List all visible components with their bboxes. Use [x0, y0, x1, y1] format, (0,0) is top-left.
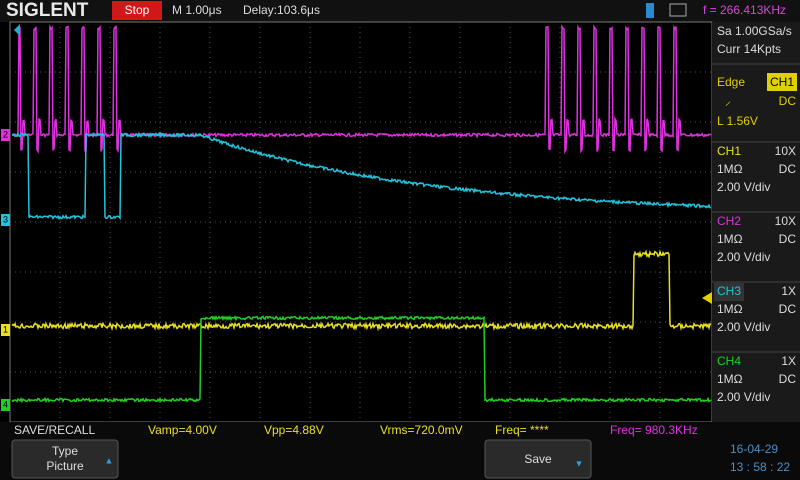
- trigger-type: Edge: [717, 75, 745, 89]
- memory-depth: Curr 14Kpts: [717, 42, 781, 56]
- channel-coupling: DC: [779, 232, 797, 246]
- channel-panel: CH1 10X 1MΩ DC 2.00 V/div CH2 10X 1MΩ DC 2.00 V/d…: [712, 141, 800, 404]
- trigger-source-box: [767, 73, 797, 91]
- channel-name: CH2: [717, 214, 741, 228]
- channel-marker: [1, 399, 10, 411]
- time: 13 : 58 : 22: [730, 460, 790, 474]
- channel-marker: [1, 324, 10, 336]
- channel-scale: 2.00 V/div: [717, 320, 770, 334]
- channel-marker-label: 3: [3, 214, 8, 224]
- softkey-value[interactable]: Picture: [46, 459, 84, 473]
- grid: [10, 22, 712, 422]
- channel-coupling: DC: [779, 302, 797, 316]
- channel-name: CH4: [717, 354, 741, 368]
- measurement: Freq= ****: [495, 423, 549, 437]
- channel-scale: 2.00 V/div: [717, 250, 770, 264]
- channel-marker-label: 1: [3, 324, 8, 334]
- bottom-bar: [0, 422, 800, 480]
- softkey-label[interactable]: Type: [52, 444, 78, 458]
- trigger-source: CH1: [770, 75, 794, 89]
- softkey-arrow: ▼: [575, 458, 584, 468]
- delay: Delay:103.6μs: [243, 3, 320, 17]
- channel-impedance: 1MΩ: [717, 372, 743, 386]
- edge-icon: ⸝: [725, 94, 731, 108]
- trigger-position: [14, 24, 20, 36]
- channel-probe: 1X: [781, 284, 796, 298]
- waveform: [11, 131, 712, 221]
- channel-probe: 1X: [781, 354, 796, 368]
- sample-rate: Sa 1.00GSa/s: [717, 24, 792, 38]
- timebase: M 1.00μs: [172, 3, 222, 17]
- network-icon: [669, 3, 687, 17]
- channel-marker: [1, 129, 10, 141]
- softkey-arrow: ▲: [105, 455, 114, 465]
- measurement: Vamp=4.00V: [148, 423, 217, 437]
- channel-marker-label: 4: [3, 399, 8, 409]
- trigger-level: [702, 292, 712, 304]
- channel-name: CH3: [717, 284, 741, 298]
- channel-scale: 2.00 V/div: [717, 390, 770, 404]
- usb-icon: [646, 3, 654, 18]
- channel-probe: 10X: [775, 144, 796, 158]
- channel-scale: 2.00 V/div: [717, 180, 770, 194]
- channel-impedance: 1MΩ: [717, 232, 743, 246]
- softkey-save[interactable]: [484, 439, 592, 479]
- waveform: [11, 249, 712, 332]
- channel-impedance: 1MΩ: [717, 162, 743, 176]
- channel-coupling: DC: [779, 372, 797, 386]
- channel-marker-label: 2: [3, 129, 8, 139]
- waveforms: [11, 24, 712, 404]
- top-bar: [0, 0, 800, 22]
- softkey-type[interactable]: [11, 439, 119, 479]
- channel-name: CH1: [717, 144, 741, 158]
- channel-active-box: [714, 283, 744, 301]
- channel-impedance: 1MΩ: [717, 302, 743, 316]
- measurement: Vpp=4.88V: [264, 423, 324, 437]
- date: 16-04-29: [730, 442, 778, 456]
- measurement: Vrms=720.0mV: [380, 423, 463, 437]
- channel-probe: 10X: [775, 214, 796, 228]
- channel-marker: [1, 214, 10, 226]
- status-box[interactable]: [112, 1, 162, 20]
- measurements: SAVE/RECALL Vamp=4.00V Vpp=4.88V Vrms=720.0…: [14, 423, 698, 437]
- channel-coupling: DC: [779, 162, 797, 176]
- brand: SIGLENT: [6, 0, 89, 21]
- menu-title: SAVE/RECALL: [14, 423, 95, 437]
- run-status[interactable]: Stop: [125, 3, 150, 17]
- trigger-level-text: L 1.56V: [717, 114, 758, 128]
- measurement: Freq= 980.3KHz: [610, 423, 698, 437]
- trigger-coupling: DC: [779, 94, 797, 108]
- softkey-label[interactable]: Save: [524, 452, 552, 466]
- frequency-counter: f = 266.413KHz: [703, 3, 786, 17]
- waveform: [11, 314, 712, 404]
